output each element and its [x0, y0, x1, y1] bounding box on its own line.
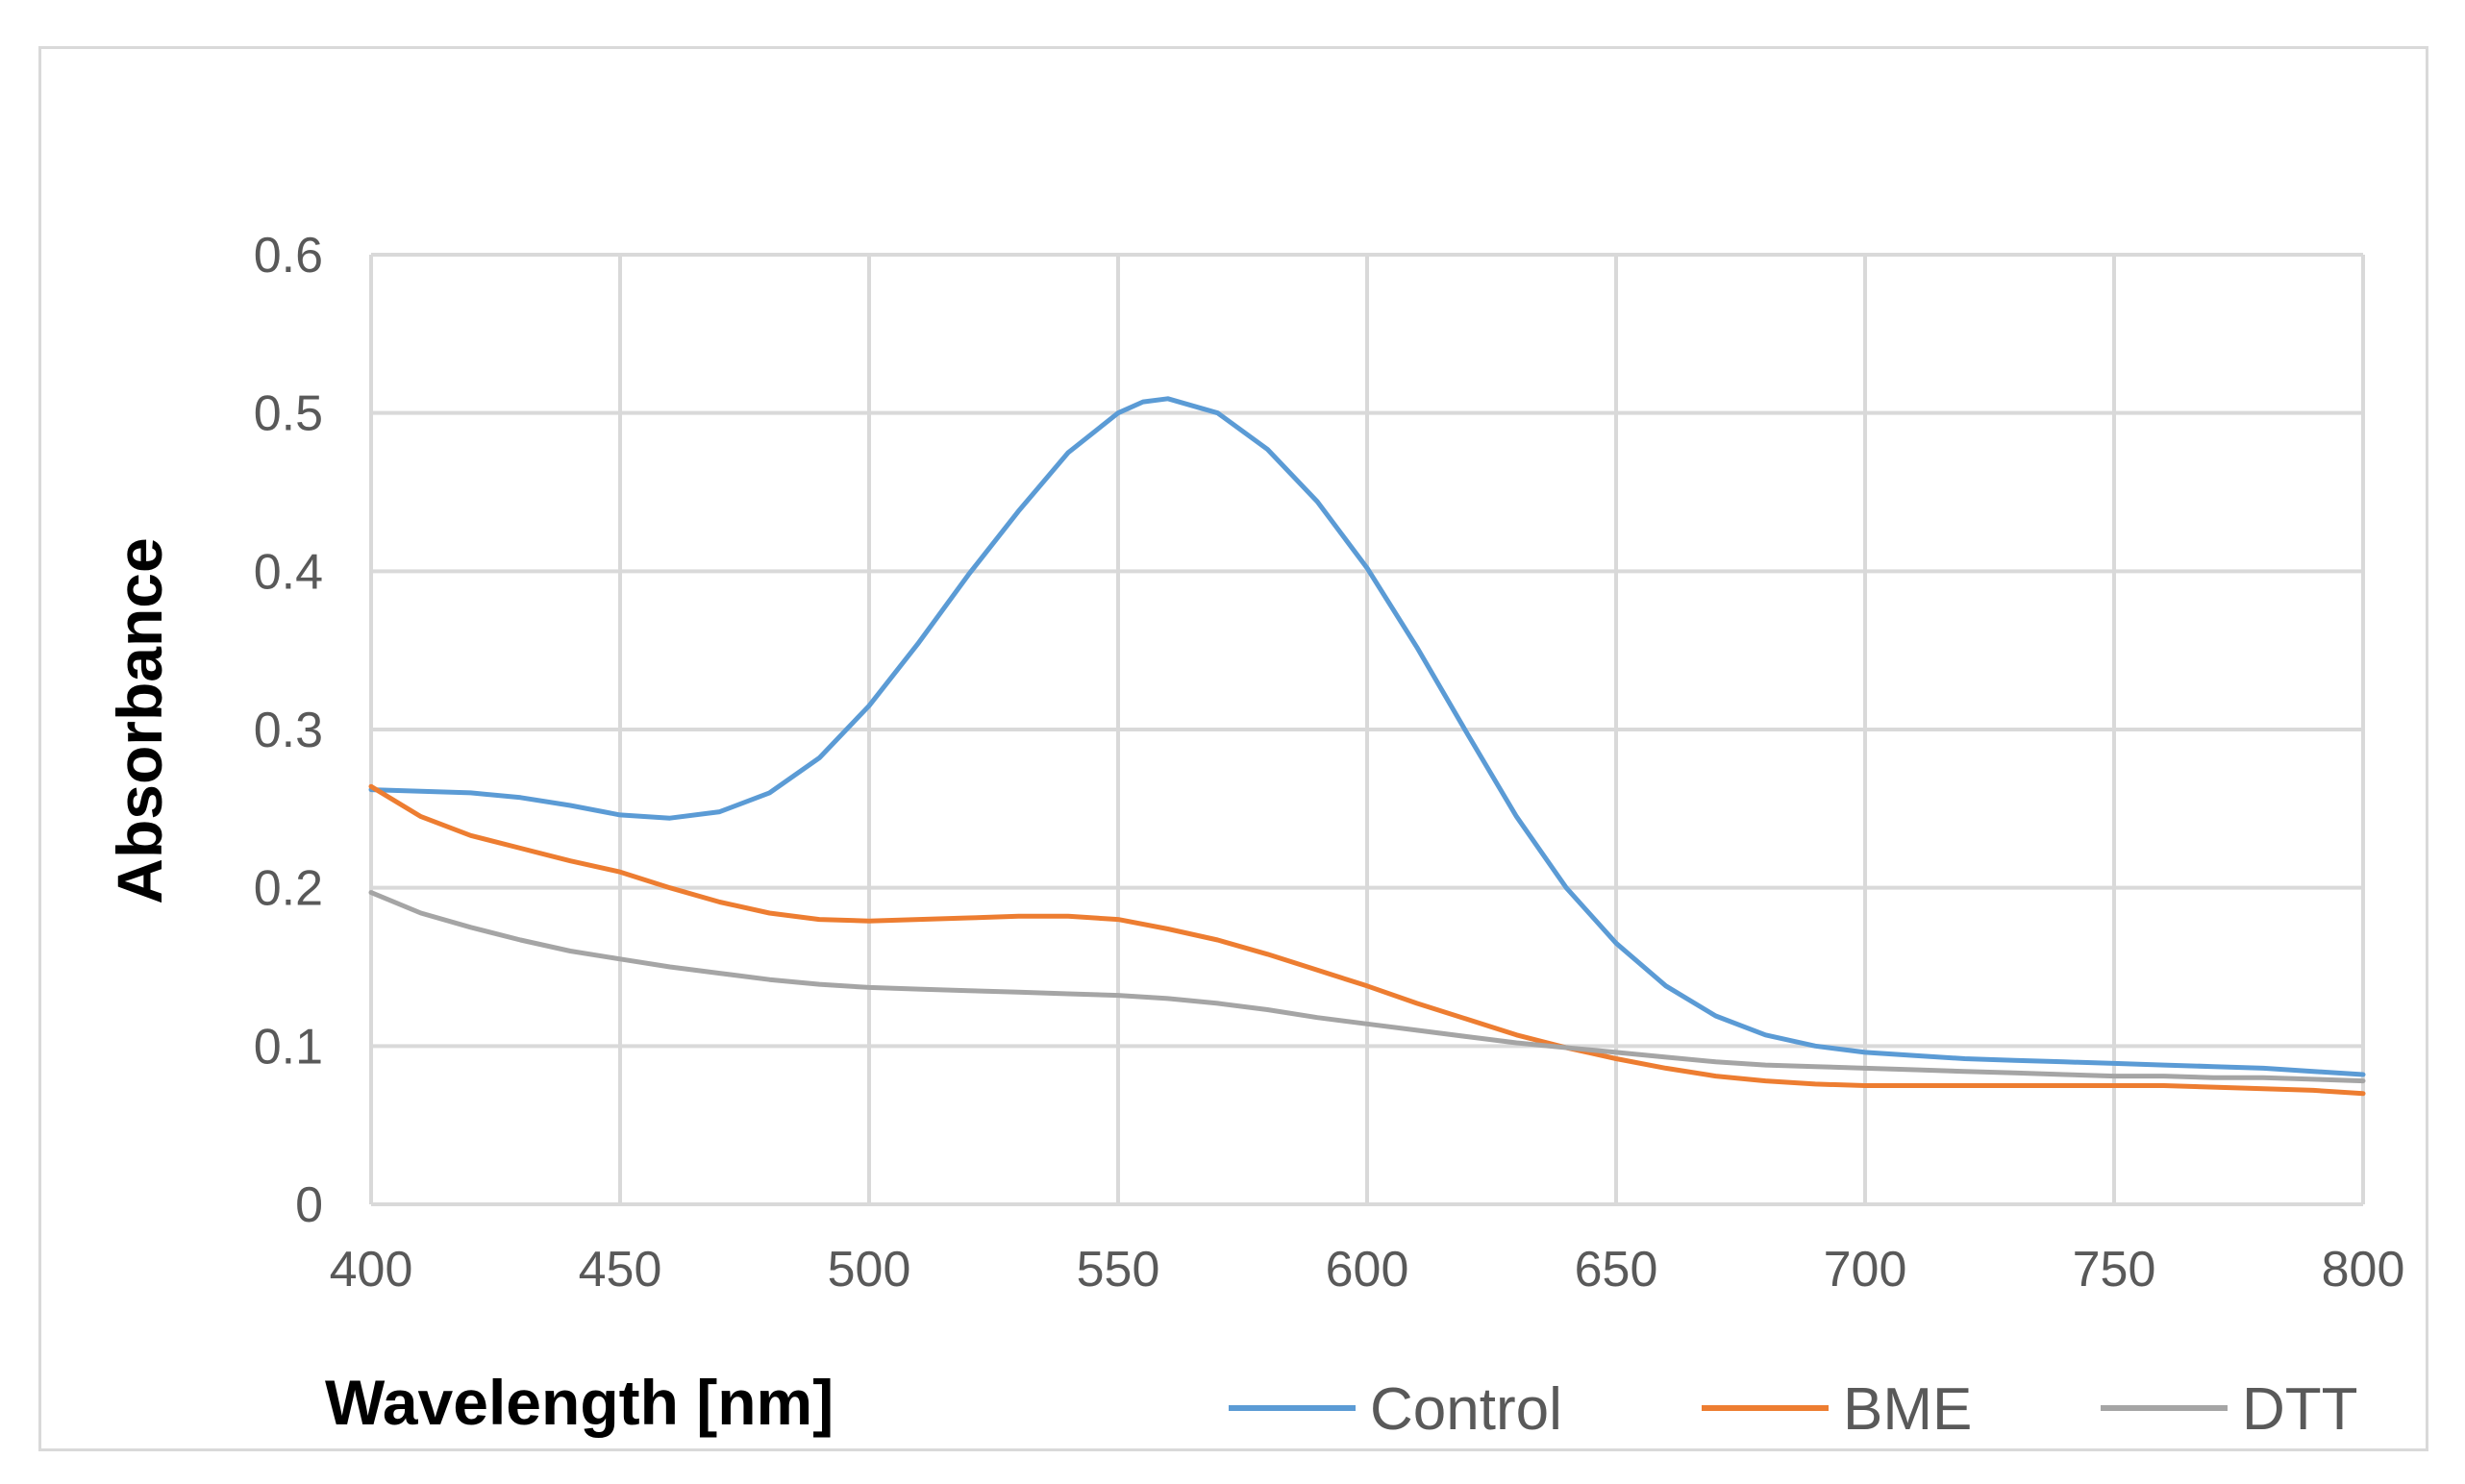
legend-label-control: Control — [1370, 1376, 1562, 1443]
legend-label-bme: BME — [1843, 1376, 1972, 1443]
legend: Control BME DTT — [1229, 1376, 2358, 1443]
series-line-dtt — [368, 890, 2366, 1084]
y-tick-label: 0.6 — [254, 228, 323, 284]
y-axis-title: Absorbance — [104, 537, 175, 903]
series-line-control — [368, 396, 2366, 1077]
x-tick-label: 550 — [1077, 1242, 1160, 1298]
y-tick-label: 0.5 — [254, 386, 323, 442]
data-series — [368, 396, 2366, 1097]
grid-lines — [369, 253, 2365, 1206]
series-line-bme — [368, 783, 2366, 1097]
x-tick-label: 400 — [330, 1242, 413, 1298]
x-tick-label: 700 — [1824, 1242, 1907, 1298]
x-tick-label: 500 — [828, 1242, 911, 1298]
y-tick-label: 0.2 — [254, 861, 323, 917]
x-tick-label: 450 — [579, 1242, 662, 1298]
y-tick-label: 0 — [295, 1177, 323, 1233]
y-tick-label: 0.3 — [254, 703, 323, 758]
chart-frame — [38, 46, 2428, 1451]
x-axis-title: Wavelength [nm] — [325, 1367, 834, 1438]
x-tick-label: 650 — [1575, 1242, 1658, 1298]
x-tick-label: 800 — [2322, 1242, 2405, 1298]
y-axis-ticks: 0 0.1 0.2 0.3 0.4 0.5 0.6 — [254, 228, 323, 1233]
y-tick-label: 0.4 — [254, 544, 323, 600]
x-tick-label: 750 — [2073, 1242, 2156, 1298]
y-tick-label: 0.1 — [254, 1019, 323, 1075]
x-axis-ticks: 400 450 500 550 600 650 700 750 800 — [330, 1242, 2405, 1298]
legend-label-dtt: DTT — [2242, 1376, 2358, 1443]
x-tick-label: 600 — [1326, 1242, 1409, 1298]
